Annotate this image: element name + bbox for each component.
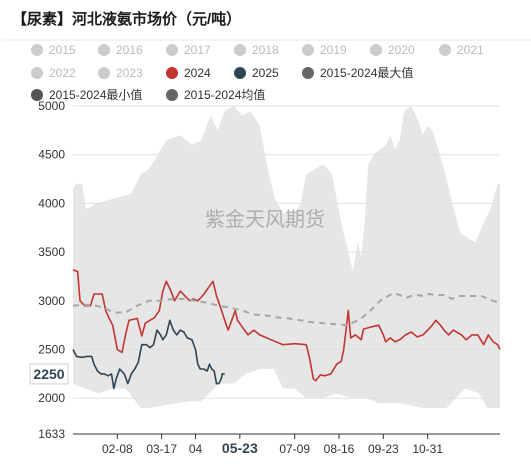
legend-label: 2025: [252, 66, 279, 80]
y-tick-label: 2000: [38, 391, 65, 405]
x-tick-label: 07-09: [279, 442, 310, 456]
legend-item-2019[interactable]: 2019: [302, 43, 347, 57]
legend-item-2015[interactable]: 2015: [31, 43, 76, 57]
legend-marker: [98, 44, 110, 56]
legend-label: 2024: [184, 66, 211, 80]
x-tick-label: 09-23: [368, 442, 399, 456]
legend-item-2015-2024均值[interactable]: 2015-2024均值: [166, 87, 265, 102]
legend-label: 2020: [388, 43, 415, 57]
legend-marker: [166, 44, 178, 56]
legend-label: 2022: [49, 66, 76, 80]
x-tick-label: 03-17: [146, 442, 177, 456]
y-tick-label: 3500: [38, 245, 65, 259]
legend-marker: [166, 89, 178, 101]
series-line-2015-2024均值: [72, 292, 501, 327]
legend-marker: [31, 67, 43, 79]
legend-label: 2019: [320, 43, 347, 57]
x-tick-label: 04: [189, 442, 203, 456]
watermark: 紫金天风期货: [205, 208, 325, 231]
legend-label: 2015-2024最小值: [49, 87, 142, 102]
legend-marker: [98, 67, 110, 79]
legend-marker: [166, 67, 178, 79]
legend-item-2018[interactable]: 2018: [234, 43, 279, 57]
legend-marker: [234, 44, 246, 56]
y-tick-label: 4500: [38, 148, 65, 162]
y-tick-label: 2500: [38, 343, 65, 357]
legend-item-2015-2024最小值[interactable]: 2015-2024最小值: [31, 87, 142, 102]
legend-item-2020[interactable]: 2020: [370, 43, 415, 57]
plot-area: 1633 2000 2500 3000 3500 4000 4500 5000 紫金天风期货 02…: [29, 99, 501, 456]
legend-item-2024[interactable]: 2024: [166, 66, 211, 80]
legend-marker: [302, 44, 314, 56]
legend-item-2015-2024最大值[interactable]: 2015-2024最大值: [302, 65, 413, 80]
highlight-value-label: 2250: [33, 366, 64, 382]
legend-item-2016[interactable]: 2016: [98, 43, 143, 57]
legend-label: 2016: [116, 43, 143, 57]
legend-label: 2015: [49, 43, 76, 57]
legend-label: 2017: [184, 43, 211, 57]
legend-item-2023[interactable]: 2023: [98, 66, 143, 80]
y-tick-label: 4000: [38, 196, 65, 210]
legend-item-2021[interactable]: 2021: [439, 43, 484, 57]
legend-label: 2018: [252, 43, 279, 57]
legend-label: 2023: [116, 66, 143, 80]
legend-item-2025[interactable]: 2025: [234, 66, 279, 80]
minmax-band: [73, 106, 500, 408]
chart-title: 【尿素】河北液氨市场价（元/吨）: [12, 10, 241, 28]
x-tick-label: 10-31: [412, 442, 443, 456]
legend-marker: [370, 44, 382, 56]
series-line-2024: [72, 268, 501, 382]
y-tick-label: 1633: [38, 427, 65, 441]
x-tick-label-highlight: 05-23: [222, 440, 258, 456]
legend-label: 2015-2024均值: [184, 87, 265, 102]
legend-marker: [31, 44, 43, 56]
legend-item-2022[interactable]: 2022: [31, 66, 76, 80]
legend: 2015 2016 2017 2018 2019 2020 2021 2022 2023 2024…: [31, 43, 484, 102]
legend-marker: [302, 67, 314, 79]
x-tick-label: 02-08: [102, 442, 133, 456]
legend-label: 2015-2024最大值: [320, 65, 413, 80]
legend-marker: [439, 44, 451, 56]
legend-item-2017[interactable]: 2017: [166, 43, 211, 57]
highlight-value-box: [29, 363, 69, 385]
legend-marker: [234, 67, 246, 79]
x-tick-label: 08-16: [324, 442, 355, 456]
legend-label: 2021: [457, 43, 484, 57]
y-tick-label: 3000: [38, 294, 65, 308]
legend-marker: [31, 89, 43, 101]
series-line-2025: [72, 319, 225, 390]
y-tick-label: 5000: [38, 99, 65, 113]
